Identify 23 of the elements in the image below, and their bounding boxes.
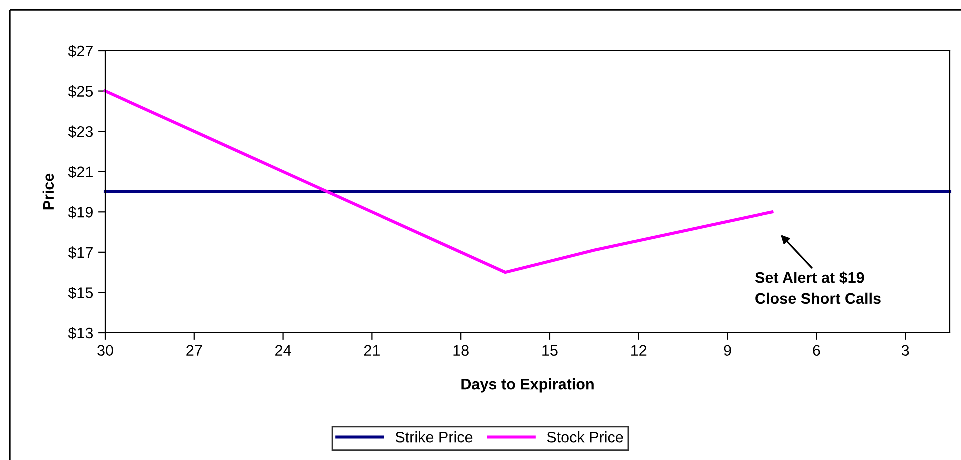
x-tick-label: 27 bbox=[186, 345, 202, 356]
x-tick-label: 12 bbox=[632, 345, 647, 356]
x-tick-label: 21 bbox=[364, 345, 380, 356]
y-tick-label: $19 bbox=[68, 206, 93, 219]
y-tick-label: $15 bbox=[68, 286, 94, 300]
x-tick-label: 18 bbox=[454, 345, 469, 356]
y-tick-label: $21 bbox=[68, 166, 93, 178]
x-tick-label: 6 bbox=[813, 345, 820, 356]
x-tick-label: 9 bbox=[724, 345, 732, 356]
x-tick-label: 3 bbox=[902, 345, 910, 356]
x-tick-label: 24 bbox=[276, 345, 292, 356]
y-axis-title: Price bbox=[42, 174, 54, 210]
x-tick-label: 15 bbox=[542, 345, 558, 356]
y-tick-label: $27 bbox=[68, 45, 93, 58]
legend-label: Stock Price bbox=[547, 432, 624, 443]
x-axis-title: Days to Expiration bbox=[462, 378, 594, 393]
y-tick-label: $23 bbox=[68, 126, 94, 138]
x-tick-label: 30 bbox=[98, 345, 114, 356]
legend-label: Strike Price bbox=[396, 432, 473, 443]
annotation: Set Alert at $19 Close Short Calls bbox=[755, 272, 881, 304]
y-tick-label: $25 bbox=[68, 86, 94, 98]
y-tick-label: $13 bbox=[68, 327, 94, 340]
y-tick-label: $17 bbox=[68, 246, 93, 260]
